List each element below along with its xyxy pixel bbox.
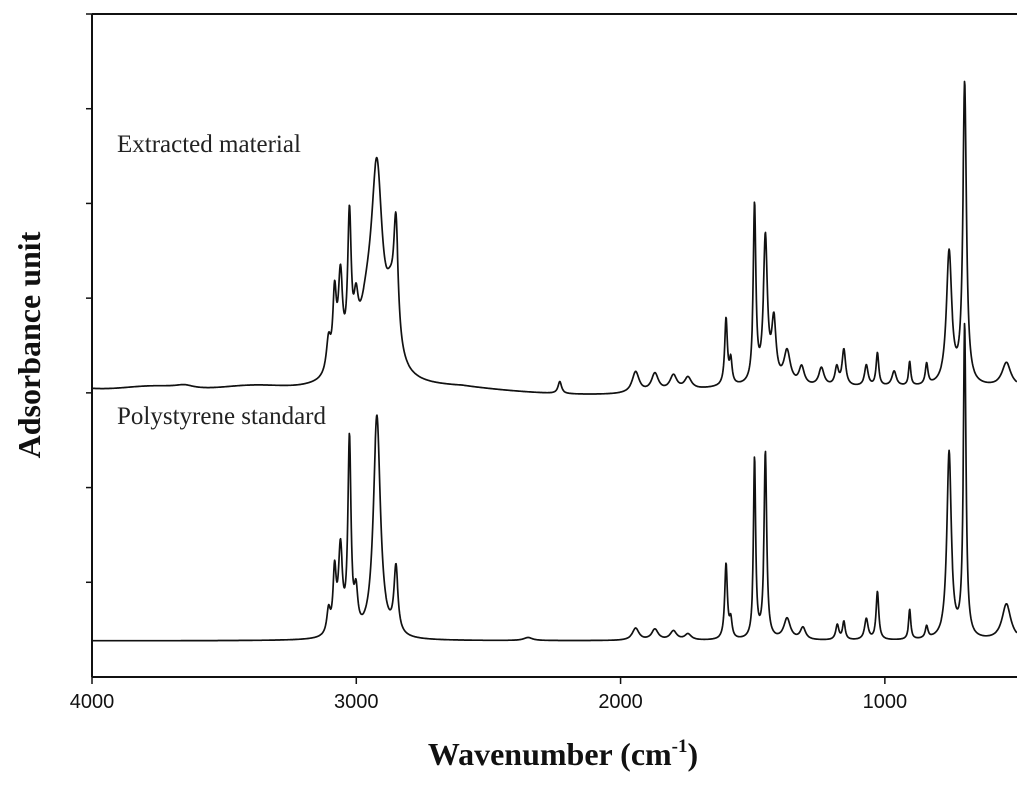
x-tick-label: 1000 [863,691,908,713]
x-axis-title-sup: -1 [672,736,688,757]
x-tick-label: 3000 [334,691,379,713]
polystyrene-standard-spectrum [91,322,1017,642]
plot-axes [91,13,1017,678]
x-axis-title-text: Wavenumber (cm [428,736,672,772]
spectra [91,80,1017,642]
x-tick-label: 4000 [70,691,115,713]
x-axis-title-suffix: ) [688,736,699,772]
y-axis-title: Adsorbance unit [11,231,47,458]
series-labels: Extracted material Polystyrene standard [117,131,326,430]
y-ticks [86,13,92,584]
polystyrene-standard-label: Polystyrene standard [117,403,326,430]
extracted-material-spectrum [91,80,1017,395]
extracted-material-label: Extracted material [117,131,301,158]
x-ticks: 4000 3000 2000 1000 [70,677,907,713]
x-axis-title: Wavenumber (cm-1) [428,736,698,772]
x-tick-label: 2000 [598,691,643,713]
